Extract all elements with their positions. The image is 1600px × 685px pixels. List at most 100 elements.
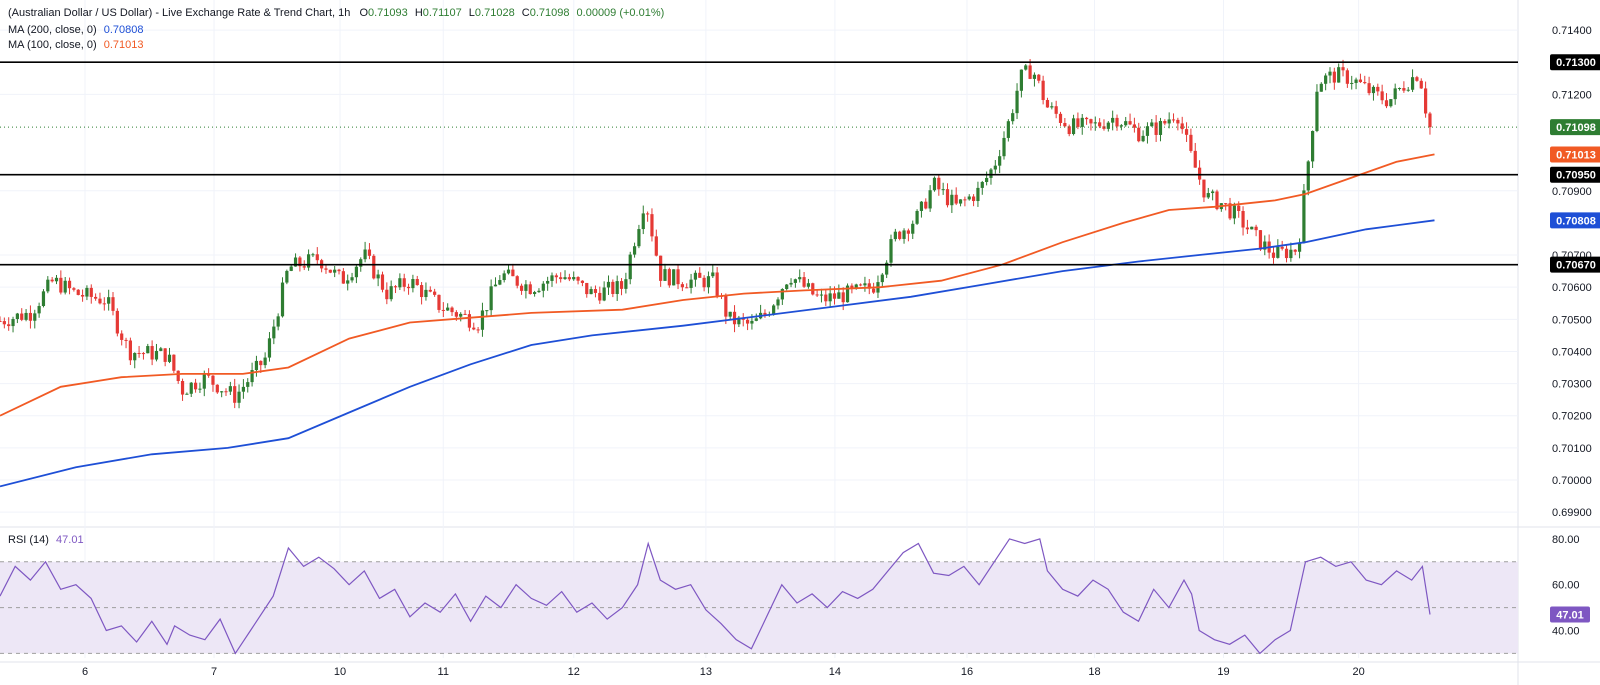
candle-down[interactable] bbox=[211, 375, 215, 385]
candle-down[interactable] bbox=[867, 283, 871, 289]
candle-up[interactable] bbox=[533, 292, 537, 294]
candle-up[interactable] bbox=[1145, 126, 1150, 136]
candle-down[interactable] bbox=[80, 294, 85, 297]
candle-up[interactable] bbox=[228, 386, 232, 392]
candle-down[interactable] bbox=[50, 279, 54, 282]
candle-up[interactable] bbox=[350, 277, 354, 281]
candle-up[interactable] bbox=[572, 277, 576, 280]
candle-up[interactable] bbox=[272, 326, 276, 339]
candle-up[interactable] bbox=[1406, 89, 1410, 91]
candle-up[interactable] bbox=[985, 177, 989, 183]
candle-down[interactable] bbox=[1280, 246, 1284, 249]
candle-down[interactable] bbox=[528, 284, 532, 294]
candle-up[interactable] bbox=[1050, 106, 1054, 108]
candle-down[interactable] bbox=[1237, 205, 1241, 211]
candle-up[interactable] bbox=[541, 283, 545, 291]
candle-up[interactable] bbox=[1158, 120, 1163, 135]
candle-up[interactable] bbox=[485, 310, 489, 312]
candle-up[interactable] bbox=[1328, 71, 1332, 76]
candle-up[interactable] bbox=[1306, 161, 1310, 191]
candle-up[interactable] bbox=[11, 319, 15, 327]
candle-up[interactable] bbox=[819, 294, 824, 296]
candle-down[interactable] bbox=[654, 236, 658, 256]
candle-up[interactable] bbox=[1297, 243, 1302, 252]
candle-down[interactable] bbox=[128, 340, 132, 361]
candle-down[interactable] bbox=[180, 381, 185, 395]
candle-up[interactable] bbox=[285, 270, 289, 283]
candle-down[interactable] bbox=[841, 292, 845, 303]
candle-down[interactable] bbox=[315, 254, 319, 261]
candle-down[interactable] bbox=[1215, 191, 1219, 210]
candle-up[interactable] bbox=[1024, 65, 1028, 70]
candle-up[interactable] bbox=[893, 231, 897, 240]
candle-down[interactable] bbox=[324, 268, 328, 270]
candle-up[interactable] bbox=[85, 287, 89, 297]
candle-down[interactable] bbox=[1228, 203, 1232, 219]
candle-up[interactable] bbox=[789, 282, 793, 285]
candle-up[interactable] bbox=[989, 169, 993, 178]
candle-up[interactable] bbox=[980, 182, 984, 188]
candle-up[interactable] bbox=[958, 199, 963, 204]
candle-up[interactable] bbox=[1289, 249, 1293, 259]
candle-down[interactable] bbox=[1380, 91, 1384, 101]
candle-up[interactable] bbox=[1141, 135, 1145, 142]
candle-down[interactable] bbox=[393, 286, 398, 288]
candle-up[interactable] bbox=[998, 156, 1002, 166]
rsi-value-tag[interactable]: 47.01 bbox=[1550, 606, 1590, 623]
candle-down[interactable] bbox=[1332, 71, 1336, 83]
candle-down[interactable] bbox=[224, 391, 228, 393]
candle-up[interactable] bbox=[63, 280, 67, 293]
candle-down[interactable] bbox=[924, 201, 928, 209]
candle-up[interactable] bbox=[1106, 122, 1110, 129]
candle-down[interactable] bbox=[1402, 88, 1406, 91]
candle-up[interactable] bbox=[754, 318, 758, 321]
candle-up[interactable] bbox=[563, 277, 567, 280]
candle-up[interactable] bbox=[1276, 246, 1280, 258]
candle-down[interactable] bbox=[802, 277, 806, 287]
candle-down[interactable] bbox=[76, 289, 80, 295]
candle-up[interactable] bbox=[107, 297, 111, 304]
candle-up[interactable] bbox=[306, 254, 311, 268]
candle-down[interactable] bbox=[1419, 80, 1423, 89]
candle-up[interactable] bbox=[220, 391, 224, 393]
candle-down[interactable] bbox=[1293, 249, 1297, 252]
candle-up[interactable] bbox=[1324, 75, 1328, 84]
candle-down[interactable] bbox=[685, 287, 689, 289]
candle-down[interactable] bbox=[428, 289, 432, 292]
candle-up[interactable] bbox=[1263, 241, 1267, 250]
price-tag-ma100[interactable]: 0.71013 bbox=[1550, 146, 1600, 163]
candle-down[interactable] bbox=[150, 346, 154, 360]
candle-up[interactable] bbox=[1032, 74, 1037, 79]
candle-up[interactable] bbox=[1080, 117, 1084, 127]
candle-down[interactable] bbox=[702, 277, 706, 288]
candle-down[interactable] bbox=[1037, 74, 1041, 81]
candle-down[interactable] bbox=[137, 352, 141, 354]
candle-down[interactable] bbox=[20, 313, 24, 320]
candle-up[interactable] bbox=[489, 286, 493, 311]
candle-down[interactable] bbox=[115, 310, 119, 334]
candle-down[interactable] bbox=[1163, 120, 1167, 124]
candle-down[interactable] bbox=[476, 329, 480, 331]
candle-down[interactable] bbox=[1063, 122, 1067, 127]
candle-down[interactable] bbox=[580, 280, 585, 283]
candle-down[interactable] bbox=[1067, 126, 1071, 135]
candle-down[interactable] bbox=[419, 285, 424, 298]
candle-down[interactable] bbox=[302, 266, 306, 268]
candle-down[interactable] bbox=[715, 272, 719, 296]
candle-down[interactable] bbox=[1258, 230, 1263, 250]
candle-down[interactable] bbox=[111, 297, 115, 311]
candle-down[interactable] bbox=[94, 296, 98, 299]
candle-up[interactable] bbox=[728, 311, 732, 317]
candle-up[interactable] bbox=[1111, 117, 1115, 123]
candle-up[interactable] bbox=[189, 382, 193, 394]
candle-down[interactable] bbox=[1384, 100, 1389, 107]
candle-down[interactable] bbox=[1180, 123, 1184, 130]
candle-down[interactable] bbox=[28, 312, 33, 321]
candle-up[interactable] bbox=[354, 266, 359, 278]
candle-down[interactable] bbox=[585, 282, 589, 295]
candle-down[interactable] bbox=[1197, 167, 1202, 180]
candle-down[interactable] bbox=[745, 319, 750, 324]
candle-down[interactable] bbox=[858, 284, 863, 286]
candle-down[interactable] bbox=[954, 194, 958, 204]
candle-down[interactable] bbox=[724, 295, 728, 317]
